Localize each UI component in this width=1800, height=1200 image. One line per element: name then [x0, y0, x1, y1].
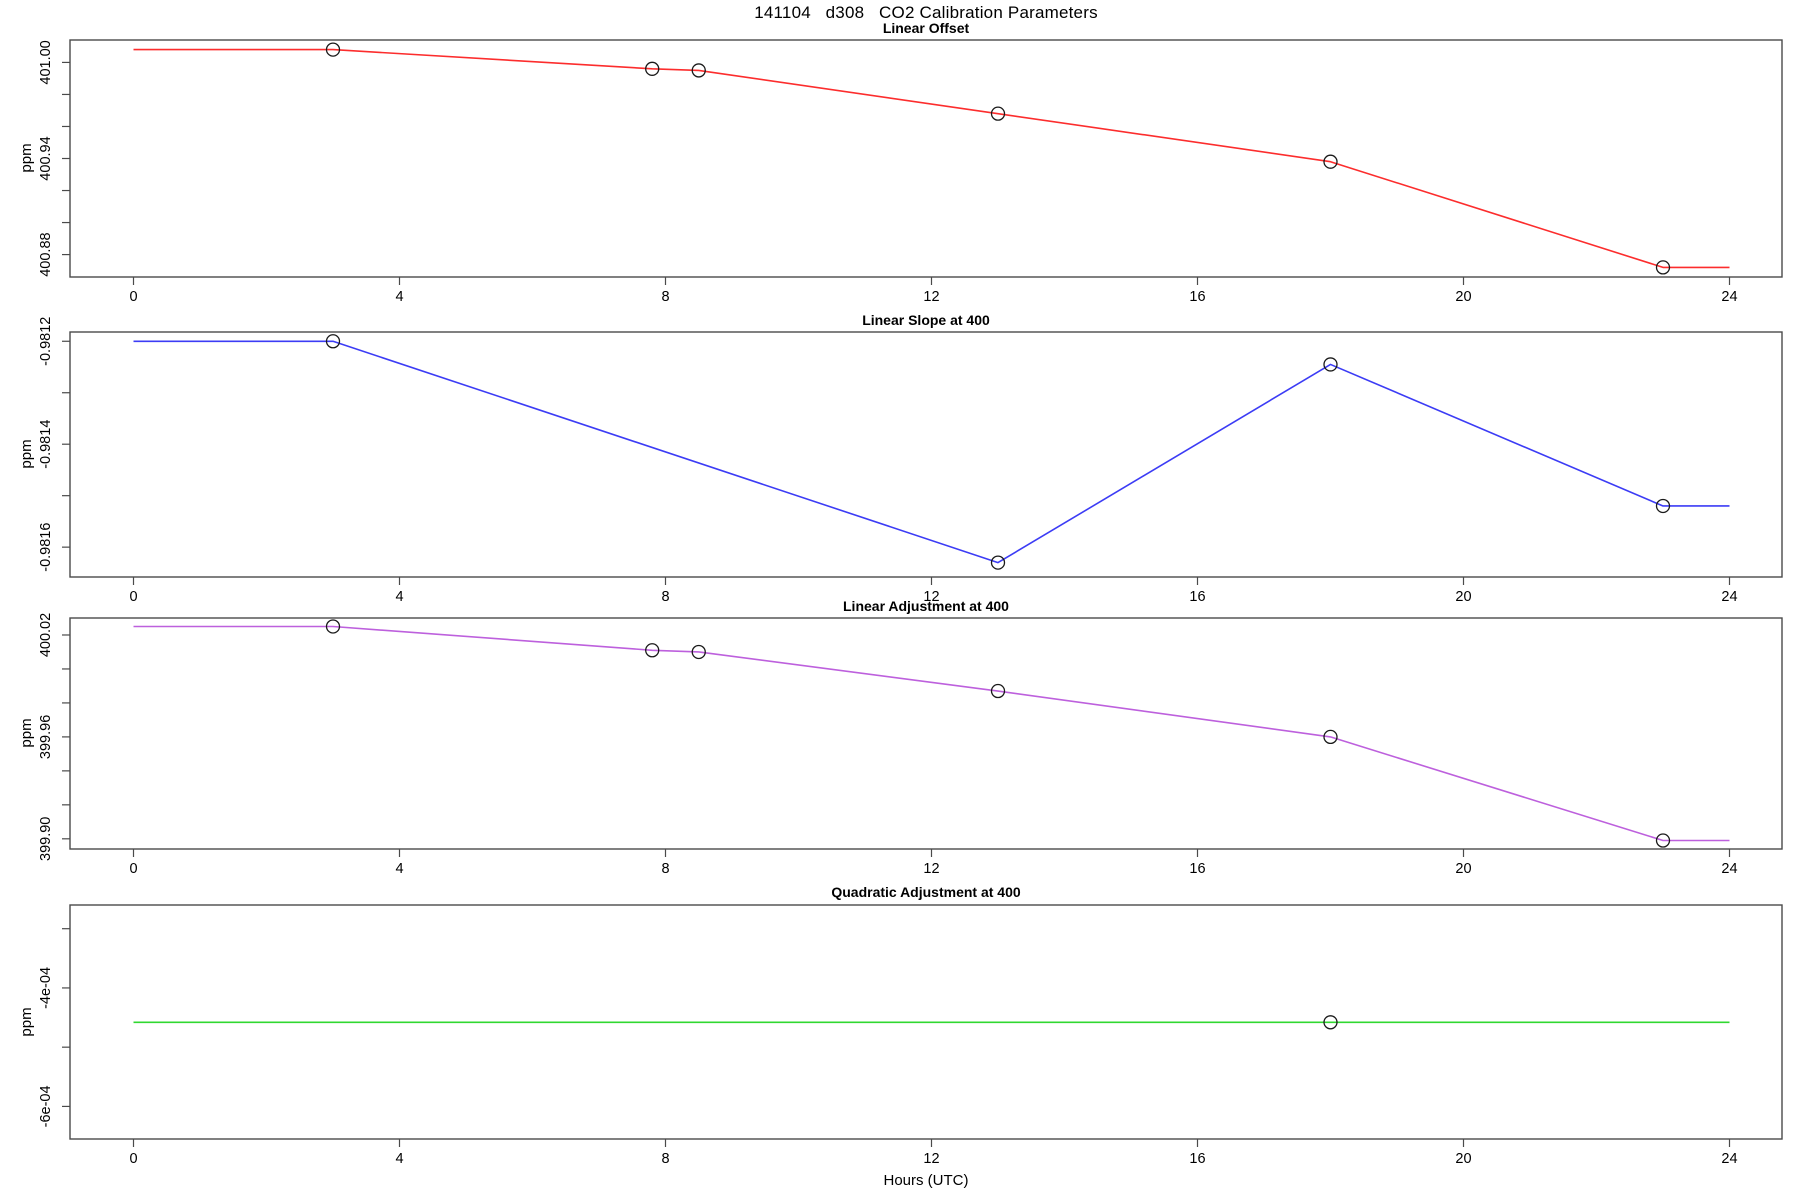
x-tick-label: 24: [1721, 861, 1737, 877]
y-tick-label: 401.00: [38, 40, 54, 84]
panel-4-data-point: [1323, 1015, 1338, 1030]
x-tick-label: 16: [1189, 289, 1205, 305]
panel-2-data-point: [1655, 498, 1671, 514]
y-tick-label: -0.9812: [38, 317, 54, 366]
panel-3-series-line: [133, 625, 1730, 842]
panel-4-frame: [69, 904, 1783, 1140]
x-tick-label: 0: [129, 289, 137, 305]
panel-2-series-line: [133, 340, 1730, 564]
panel-3-data-point: [645, 643, 660, 658]
panel-3-data-point: [1655, 833, 1671, 848]
panel-3-data-point: [691, 644, 706, 660]
panel-3-data-point: [1323, 729, 1338, 745]
x-tick-label: 20: [1455, 1151, 1471, 1167]
x-tick-label: 16: [1189, 861, 1205, 877]
y-tick-label: -0.9816: [38, 523, 54, 572]
x-tick-label: 16: [1189, 1151, 1205, 1167]
panel-title-linear-offset: Linear Offset: [882, 20, 970, 36]
x-tick-label: 8: [661, 861, 669, 877]
x-tick-label: 0: [129, 1151, 137, 1167]
panel-1-data-point: [645, 61, 660, 76]
panel-1-data-point: [325, 42, 341, 57]
x-tick-label: 16: [1189, 589, 1205, 605]
x-tick-label: 12: [923, 589, 939, 605]
y-tick-label: -0.9814: [38, 420, 54, 469]
x-tick-label: 8: [661, 1151, 669, 1167]
panel-1-data-point: [1323, 154, 1338, 169]
panel-1-frame: [69, 39, 1783, 278]
x-tick-label: 20: [1455, 861, 1471, 877]
x-tick-label: 12: [923, 861, 939, 877]
x-axis-label: Hours (UTC): [883, 1172, 969, 1189]
x-tick-label: 20: [1455, 289, 1471, 305]
x-tick-label: 8: [661, 289, 669, 305]
x-tick-label: 4: [395, 289, 403, 305]
panel-1-data-point: [691, 63, 706, 78]
panel-1-data-point: [1655, 260, 1671, 275]
x-tick-label: 24: [1721, 289, 1737, 305]
x-tick-label: 4: [395, 1151, 403, 1167]
x-tick-label: 24: [1721, 1151, 1737, 1167]
panel-3-data-point: [325, 619, 341, 634]
x-tick-label: 20: [1455, 589, 1471, 605]
panel-1-series-line: [133, 48, 1730, 269]
panel-2-frame: [69, 331, 1783, 578]
x-tick-label: 24: [1721, 589, 1737, 605]
panel-2-data-point: [325, 334, 341, 349]
x-tick-label: 0: [129, 589, 137, 605]
y-tick-label: -6e-04: [38, 1085, 54, 1127]
x-tick-label: 8: [661, 589, 669, 605]
y-tick-label: 399.90: [38, 817, 54, 861]
panel-title-linear-adjustment: Linear Adjustment at 400: [843, 598, 1009, 614]
x-tick-label: 0: [129, 861, 137, 877]
y-tick-label: 400.88: [38, 232, 54, 276]
x-tick-label: 4: [395, 861, 403, 877]
x-tick-label: 12: [923, 1151, 939, 1167]
y-tick-label: 400.02: [38, 613, 54, 657]
panel-title-linear-slope: Linear Slope at 400: [862, 312, 990, 328]
panel-3-data-point: [990, 683, 1006, 699]
page-title: 141104 d308 CO2 Calibration Parameters: [754, 3, 1098, 22]
panel-1-data-point: [990, 106, 1006, 121]
x-tick-label: 12: [923, 289, 939, 305]
y-tick-label: 399.96: [38, 715, 54, 759]
y-tick-label: -4e-04: [38, 967, 54, 1009]
panel-title-quadratic-adjustment: Quadratic Adjustment at 400: [831, 884, 1021, 900]
panel-2-data-point: [990, 555, 1006, 570]
panel-3-frame: [69, 617, 1783, 850]
panel-2-data-point: [1323, 357, 1338, 372]
y-tick-label: 400.94: [38, 136, 54, 180]
x-tick-label: 4: [395, 589, 403, 605]
